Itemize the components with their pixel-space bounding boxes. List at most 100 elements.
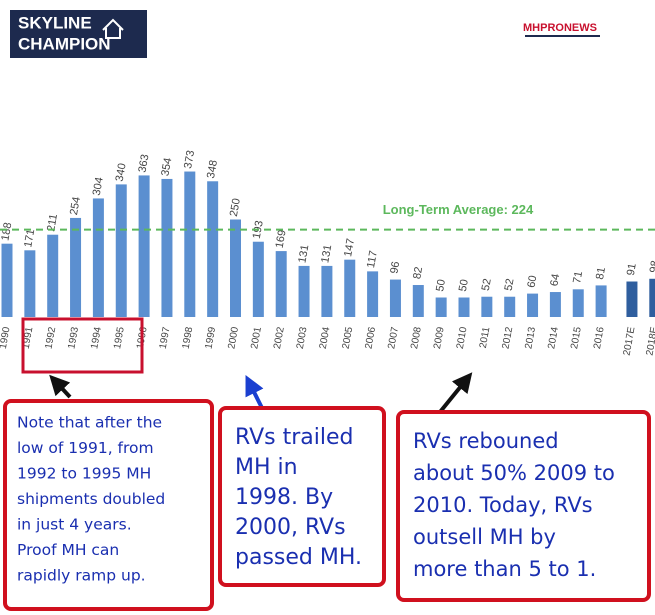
x-tick-label: 2009 — [432, 326, 447, 350]
data-label: 52 — [480, 278, 494, 292]
x-tick-label: 2001 — [249, 326, 264, 350]
annotation-text: more than 5 to 1. — [413, 557, 596, 581]
data-label: 50 — [434, 278, 448, 292]
bar — [138, 175, 150, 317]
annotation-text: RVs trailed — [235, 425, 353, 450]
annotation-box — [218, 406, 386, 587]
data-label: 60 — [525, 275, 539, 289]
data-label: 304 — [91, 176, 106, 196]
data-label: 64 — [548, 273, 562, 287]
x-tick-label: 1998 — [181, 326, 196, 350]
bar — [47, 234, 59, 317]
bar — [458, 297, 470, 317]
logo-icon — [102, 18, 124, 39]
arrow — [49, 374, 72, 399]
x-tick-label: 2002 — [272, 326, 287, 350]
logo-text: CHAMPION — [18, 34, 111, 53]
bar — [207, 181, 219, 317]
annotation-text: 1998. By — [235, 485, 333, 510]
bar — [481, 296, 493, 317]
x-tick-label: 2005 — [341, 326, 356, 350]
data-label: 117 — [365, 250, 380, 269]
annotation-text: RVs rebouned — [413, 429, 559, 453]
x-tick-label: 2016 — [592, 326, 607, 350]
data-label: 71 — [571, 270, 585, 284]
x-tick-label: 2013 — [523, 326, 538, 350]
annotation-text: Proof MH can — [17, 541, 119, 559]
bar — [435, 297, 447, 317]
x-tick-label: 2014 — [546, 326, 561, 350]
data-label: 91 — [625, 262, 639, 276]
x-tick-label: 2004 — [318, 326, 333, 350]
logo-box — [10, 10, 147, 58]
data-label: 82 — [411, 266, 425, 280]
data-label: 98 — [648, 260, 655, 274]
x-tick-label: 2010 — [455, 326, 470, 350]
x-tick-label: 1997 — [158, 326, 173, 350]
x-tick-label: 2007 — [386, 326, 401, 350]
bar — [549, 292, 561, 317]
bar — [626, 281, 638, 317]
logo-text: SKYLINE — [18, 13, 92, 32]
bar — [298, 265, 310, 317]
data-label: 52 — [503, 278, 517, 292]
bar — [161, 178, 173, 317]
data-label: 250 — [228, 197, 243, 217]
annotation-text: low of 1991, from — [17, 439, 154, 457]
x-tick-label: 2015 — [569, 326, 584, 350]
x-tick-label: 2008 — [409, 326, 424, 350]
bar — [252, 241, 264, 317]
annotation-text: passed MH. — [235, 545, 362, 570]
bar — [70, 217, 82, 317]
bar — [649, 278, 655, 317]
data-label: 348 — [205, 159, 220, 179]
x-tick-label: 2003 — [295, 326, 310, 350]
annotation-text: 1992 to 1995 MH — [17, 465, 151, 483]
arrow — [438, 372, 473, 414]
data-label: 340 — [114, 162, 129, 182]
bar — [367, 271, 379, 317]
data-label: 81 — [594, 266, 608, 280]
data-label: 354 — [159, 157, 174, 177]
annotation-box — [396, 410, 651, 602]
x-tick-label: 2000 — [226, 326, 241, 350]
annotation-box — [3, 399, 214, 611]
data-label: 373 — [182, 149, 197, 169]
annotation-text: MH in — [235, 455, 298, 480]
bar — [572, 289, 584, 317]
x-tick-label: 2006 — [363, 326, 378, 350]
bar — [184, 171, 196, 317]
bar — [595, 285, 607, 317]
x-tick-label: 2017E — [622, 326, 638, 357]
annotation-text: shipments doubled — [17, 490, 165, 508]
data-label: 147 — [342, 238, 357, 258]
annotation-text: 2000, RVs — [235, 515, 346, 540]
data-label: 131 — [319, 244, 334, 264]
bar — [275, 251, 287, 317]
bar — [230, 219, 241, 317]
bar — [344, 259, 356, 317]
highlight-box — [21, 317, 144, 374]
bar — [389, 279, 401, 317]
annotation-text: in just 4 years. — [17, 516, 132, 534]
x-tick-label: 2018E — [644, 326, 655, 357]
x-tick-label: 1990 — [0, 326, 13, 350]
data-label: 50 — [457, 278, 471, 292]
x-tick-label: 2012 — [501, 326, 516, 350]
annotation-text: Note that after the — [17, 414, 162, 432]
bar — [412, 285, 424, 317]
data-label: 171 — [22, 228, 37, 248]
data-label: 211 — [45, 213, 60, 232]
x-tick-label: 1994 — [89, 326, 104, 350]
x-tick-label: 1999 — [204, 326, 219, 350]
bar — [321, 265, 333, 317]
annotation-text: outsell MH by — [413, 525, 556, 549]
x-tick-label: 1993 — [66, 326, 81, 350]
x-tick-label: 1995 — [112, 326, 127, 350]
average-label: Long-Term Average: 224 — [383, 202, 534, 217]
annotation-text: about 50% 2009 to — [413, 461, 615, 485]
data-label: 169 — [274, 229, 289, 249]
source-logo: MHPRONEWS — [523, 22, 597, 34]
arrow — [245, 375, 264, 409]
